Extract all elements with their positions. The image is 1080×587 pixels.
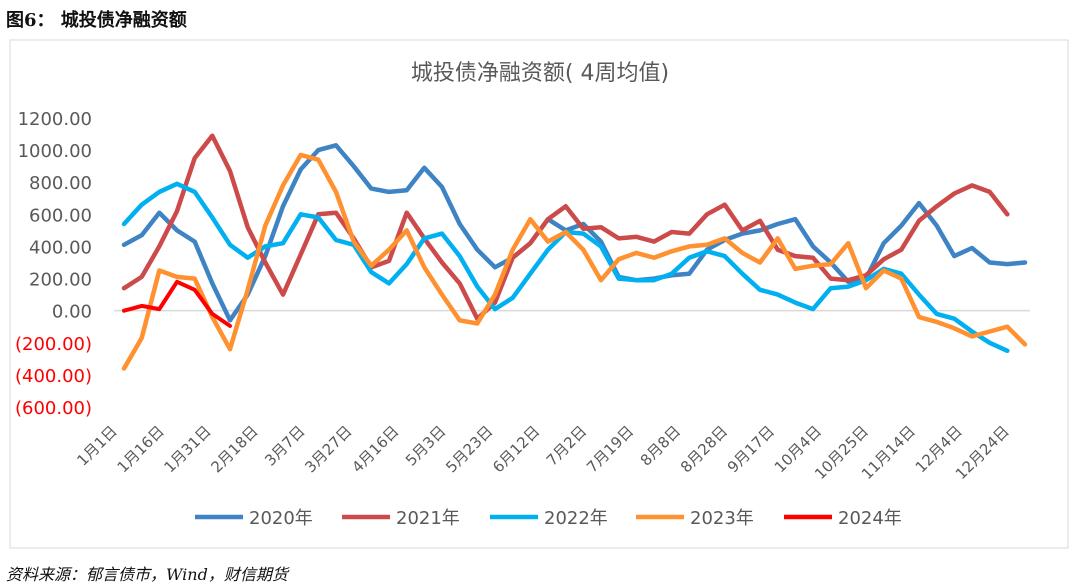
- series-line-2023: [121, 152, 1028, 371]
- legend-item: 2022年: [490, 508, 608, 529]
- x-tick-label: 8月28日: [677, 422, 731, 476]
- x-tick-label: 1月16日: [114, 422, 168, 476]
- x-tick-label: 9月17日: [724, 422, 778, 476]
- x-tick-label: 7月19日: [583, 422, 637, 476]
- x-tick-label: 2月18日: [207, 422, 261, 476]
- y-tick-label: 800.00: [29, 173, 92, 194]
- y-tick-label: (400.00): [15, 366, 92, 387]
- legend-label: 2020年: [249, 508, 313, 529]
- y-tick-label: 200.00: [29, 270, 92, 291]
- legend-item: 2020年: [195, 508, 313, 529]
- series-line-2020: [121, 143, 1028, 323]
- legend-label: 2021年: [396, 508, 460, 529]
- legend-item: 2021年: [342, 508, 460, 529]
- y-tick-label: (600.00): [15, 398, 92, 419]
- x-tick-label: 1月31日: [161, 422, 215, 476]
- series-line-2021: [121, 133, 1010, 321]
- x-tick-label: 3月27日: [301, 422, 355, 476]
- chart-title: 城投债净融资额( 4周均值): [411, 61, 669, 86]
- series-line-2024: [122, 279, 232, 328]
- source-note: 资料来源：郁言债市，Wind，财信期货: [6, 565, 288, 584]
- x-tick-label: 4月16日: [348, 422, 402, 476]
- y-tick-label: 1200.00: [18, 109, 92, 130]
- y-tick-label: 400.00: [29, 237, 92, 258]
- y-tick-label: 0.00: [52, 302, 92, 323]
- legend-item: 2023年: [636, 508, 754, 529]
- x-tick-label: 6月12日: [489, 422, 543, 476]
- y-tick-label: 1000.00: [18, 141, 92, 162]
- x-tick-label: 5月23日: [442, 422, 496, 476]
- legend-label: 2023年: [690, 508, 754, 529]
- figure-caption: 图6： 城投债净融资额: [6, 10, 187, 31]
- legend-label: 2022年: [544, 508, 608, 529]
- legend-label: 2024年: [838, 508, 902, 529]
- chart-border: [9, 39, 1069, 549]
- legend-item: 2024年: [784, 508, 902, 529]
- y-tick-label: 600.00: [29, 205, 92, 226]
- y-tick-label: (200.00): [15, 334, 92, 355]
